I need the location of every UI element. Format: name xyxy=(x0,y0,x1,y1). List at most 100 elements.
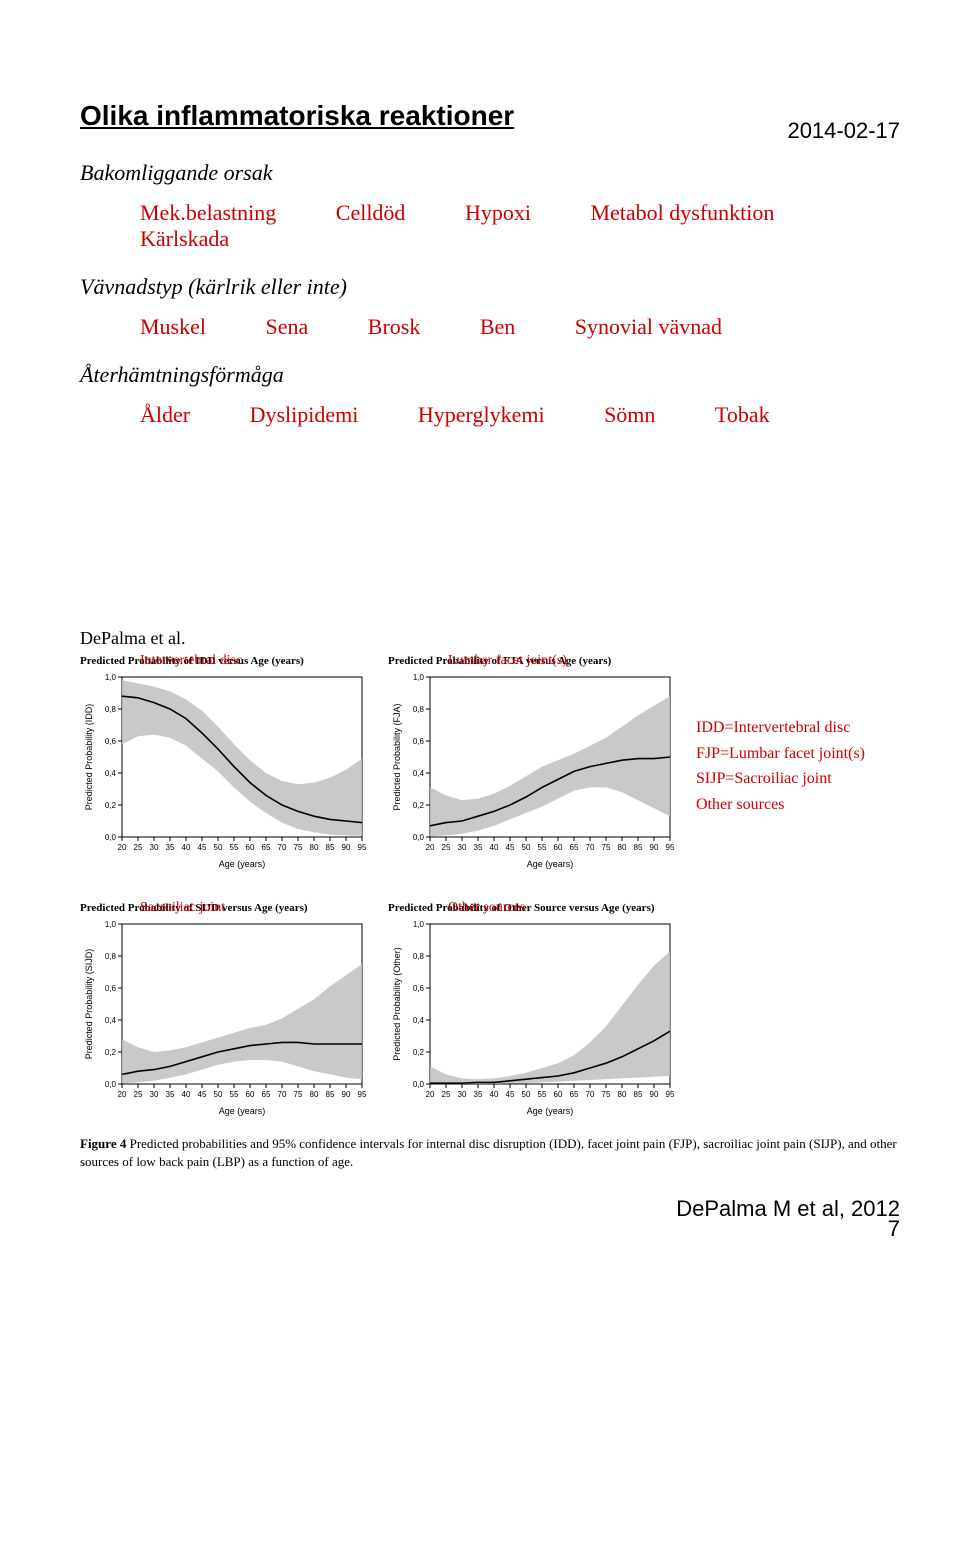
svg-text:0,2: 0,2 xyxy=(413,1048,425,1057)
svg-text:0,0: 0,0 xyxy=(413,1080,425,1089)
row-2: Muskel Sena Brosk Ben Synovial vävnad xyxy=(140,314,900,340)
svg-text:0,0: 0,0 xyxy=(413,833,425,842)
svg-text:0,0: 0,0 xyxy=(105,833,117,842)
svg-text:25: 25 xyxy=(134,1090,143,1099)
svg-text:0,2: 0,2 xyxy=(413,801,425,810)
svg-text:0,6: 0,6 xyxy=(413,984,425,993)
svg-text:95: 95 xyxy=(666,1090,675,1099)
svg-text:85: 85 xyxy=(326,843,335,852)
chart-svg-idd: 0,00,20,40,60,81,02025303540455055606570… xyxy=(80,671,370,871)
svg-text:50: 50 xyxy=(214,1090,223,1099)
svg-text:25: 25 xyxy=(442,1090,451,1099)
svg-text:80: 80 xyxy=(310,1090,319,1099)
term: Metabol dysfunktion xyxy=(590,200,774,225)
svg-text:65: 65 xyxy=(262,1090,271,1099)
svg-text:80: 80 xyxy=(618,1090,627,1099)
svg-text:0,6: 0,6 xyxy=(105,984,117,993)
svg-text:40: 40 xyxy=(490,843,499,852)
svg-text:90: 90 xyxy=(342,1090,351,1099)
svg-text:30: 30 xyxy=(458,843,467,852)
svg-text:65: 65 xyxy=(262,843,271,852)
svg-text:60: 60 xyxy=(554,843,563,852)
svg-text:0,4: 0,4 xyxy=(413,769,425,778)
svg-text:20: 20 xyxy=(426,1090,435,1099)
chart-sijd: Predicted Probability of SIJD versus Age… xyxy=(80,902,370,1123)
term: Synovial vävnad xyxy=(575,314,722,339)
term: Ben xyxy=(480,314,515,339)
svg-text:1,0: 1,0 xyxy=(105,673,117,682)
svg-text:45: 45 xyxy=(506,1090,515,1099)
term: Dyslipidemi xyxy=(250,402,359,427)
legend-line: SIJP=Sacroiliac joint xyxy=(696,766,900,792)
svg-text:Predicted Probability (IDD): Predicted Probability (IDD) xyxy=(84,704,94,811)
svg-text:35: 35 xyxy=(474,1090,483,1099)
svg-text:75: 75 xyxy=(294,843,303,852)
svg-text:20: 20 xyxy=(118,843,127,852)
svg-text:90: 90 xyxy=(650,1090,659,1099)
svg-text:Age (years): Age (years) xyxy=(219,1106,266,1116)
svg-text:0,4: 0,4 xyxy=(105,1016,117,1025)
svg-text:20: 20 xyxy=(118,1090,127,1099)
svg-text:70: 70 xyxy=(278,843,287,852)
legend: IDD=Intervertebral disc FJP=Lumbar facet… xyxy=(696,655,900,817)
chart-other: Predicted Probability of Other Source ve… xyxy=(388,902,678,1123)
svg-text:Predicted Probability (SIJD): Predicted Probability (SIJD) xyxy=(84,949,94,1060)
chart-svg-other: 0,00,20,40,60,81,02025303540455055606570… xyxy=(388,918,678,1118)
svg-text:95: 95 xyxy=(358,1090,367,1099)
svg-text:75: 75 xyxy=(602,843,611,852)
subheading-3: Återhämtningsförmåga xyxy=(80,362,900,388)
svg-text:40: 40 xyxy=(182,843,191,852)
svg-text:0,8: 0,8 xyxy=(413,705,425,714)
subheading-2: Vävnadstyp (kärlrik eller inte) xyxy=(80,274,900,300)
svg-text:70: 70 xyxy=(586,843,595,852)
term: Mek.belastning xyxy=(140,200,276,225)
svg-text:1,0: 1,0 xyxy=(105,920,117,929)
svg-text:80: 80 xyxy=(618,843,627,852)
svg-text:30: 30 xyxy=(458,1090,467,1099)
svg-text:45: 45 xyxy=(506,843,515,852)
page: 2014-02-17 Olika inflammatoriska reaktio… xyxy=(0,100,960,1262)
svg-text:0,0: 0,0 xyxy=(105,1080,117,1089)
svg-text:0,6: 0,6 xyxy=(413,737,425,746)
section-title: Olika inflammatoriska reaktioner xyxy=(80,100,900,132)
svg-text:85: 85 xyxy=(634,1090,643,1099)
svg-text:50: 50 xyxy=(522,1090,531,1099)
legend-line: FJP=Lumbar facet joint(s) xyxy=(696,741,900,767)
depalma-reference: DePalma et al. xyxy=(80,628,900,649)
svg-text:35: 35 xyxy=(166,843,175,852)
svg-text:55: 55 xyxy=(230,843,239,852)
term: Muskel xyxy=(140,314,206,339)
figure-caption-text: Predicted probabilities and 95% confiden… xyxy=(80,1136,897,1169)
svg-text:45: 45 xyxy=(198,843,207,852)
svg-text:75: 75 xyxy=(294,1090,303,1099)
svg-text:Age (years): Age (years) xyxy=(219,859,266,869)
term: Celldöd xyxy=(336,200,406,225)
row-3: Ålder Dyslipidemi Hyperglykemi Sömn Toba… xyxy=(140,402,900,428)
svg-text:Predicted Probability (FJA): Predicted Probability (FJA) xyxy=(392,703,402,810)
svg-text:1,0: 1,0 xyxy=(413,920,425,929)
chart-idd: Predicted Probability of IDD versus Age … xyxy=(80,655,370,876)
svg-text:65: 65 xyxy=(570,1090,579,1099)
svg-text:40: 40 xyxy=(490,1090,499,1099)
svg-text:65: 65 xyxy=(570,843,579,852)
svg-text:40: 40 xyxy=(182,1090,191,1099)
svg-text:90: 90 xyxy=(650,843,659,852)
term: Brosk xyxy=(368,314,421,339)
citation: DePalma M et al, 2012 xyxy=(80,1196,900,1222)
term: Hypoxi xyxy=(465,200,531,225)
svg-text:30: 30 xyxy=(150,1090,159,1099)
svg-text:35: 35 xyxy=(474,843,483,852)
figure-caption: Figure 4 Predicted probabilities and 95%… xyxy=(80,1135,900,1170)
svg-text:0,8: 0,8 xyxy=(413,952,425,961)
term: Ålder xyxy=(140,402,190,427)
term: Tobak xyxy=(715,402,770,427)
svg-text:Predicted Probability (Other): Predicted Probability (Other) xyxy=(392,947,402,1061)
chart-fja: Predicted Probability of FJA versus Age … xyxy=(388,655,678,876)
svg-text:1,0: 1,0 xyxy=(413,673,425,682)
svg-text:Age (years): Age (years) xyxy=(527,859,574,869)
svg-text:20: 20 xyxy=(426,843,435,852)
svg-text:75: 75 xyxy=(602,1090,611,1099)
svg-text:90: 90 xyxy=(342,843,351,852)
term: Kärlskada xyxy=(140,226,229,251)
svg-text:0,4: 0,4 xyxy=(413,1016,425,1025)
